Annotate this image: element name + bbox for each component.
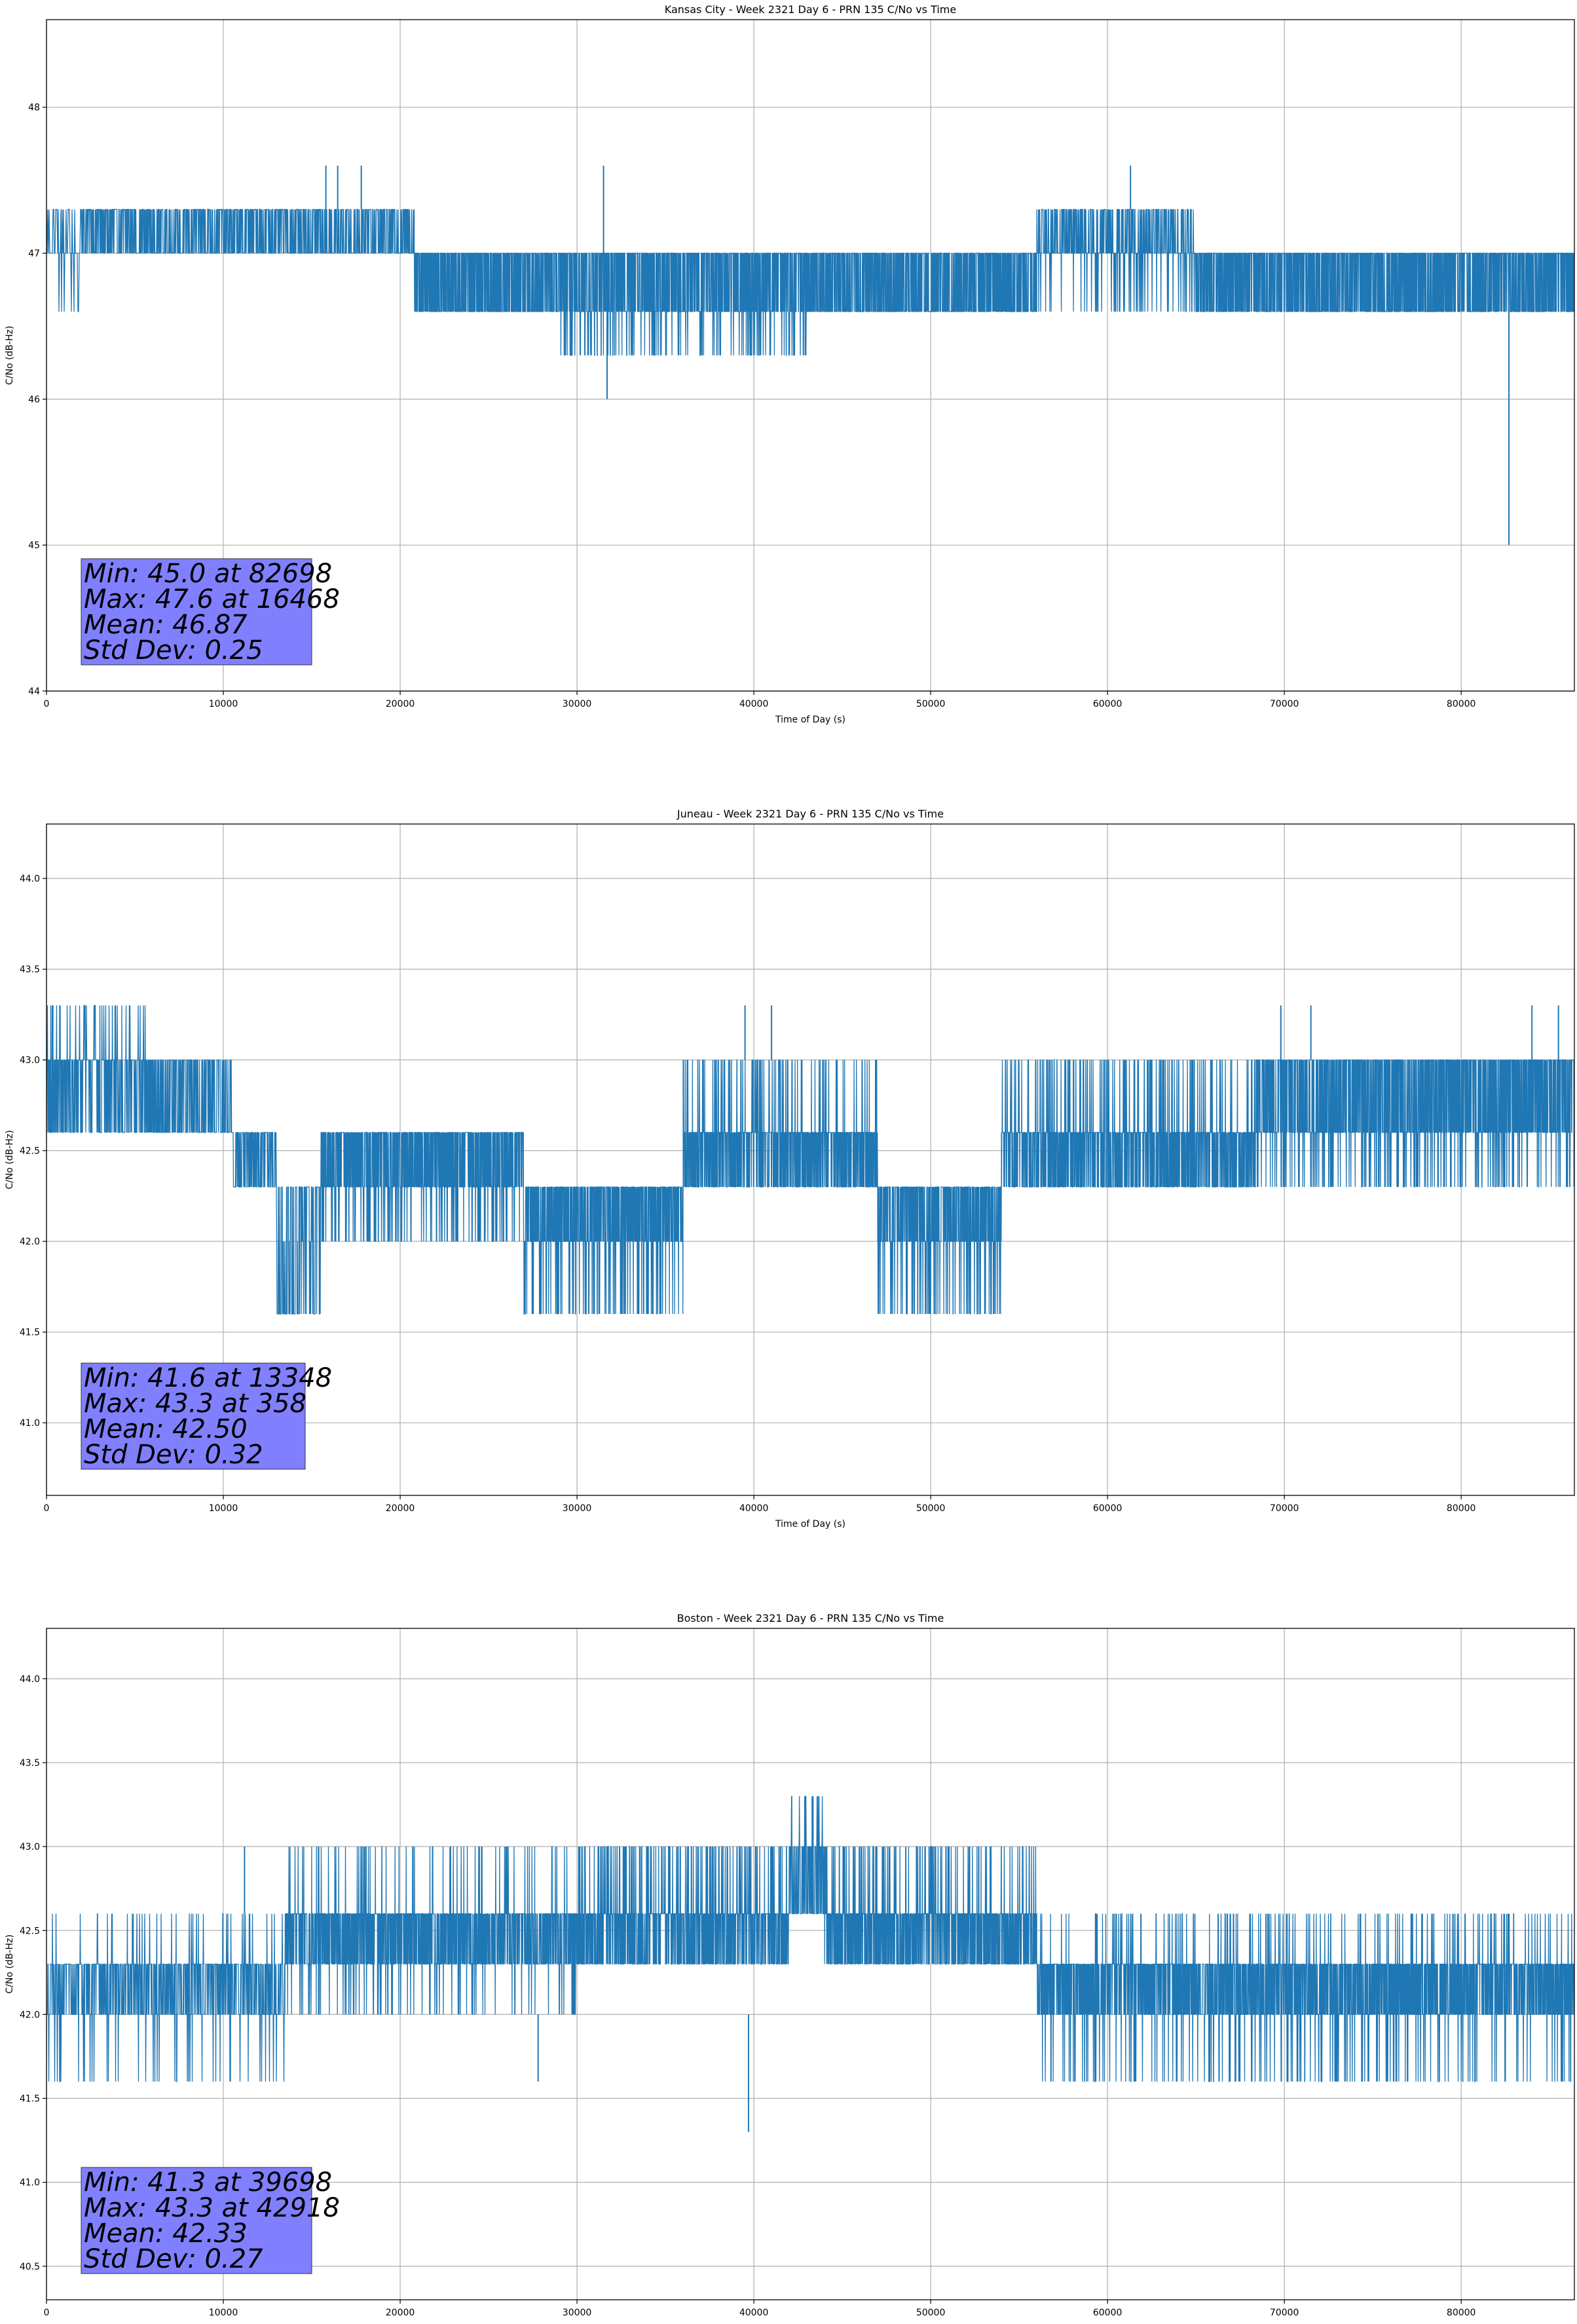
y-tick-label: 44.0 [20, 874, 40, 884]
x-tick-label: 0 [44, 2308, 50, 2318]
x-tick-label: 60000 [1093, 1503, 1122, 1514]
y-tick-label: 42.5 [20, 1926, 40, 1936]
x-tick-label: 0 [44, 1503, 50, 1514]
axes-frame [46, 1628, 1575, 2300]
y-tick-label: 43.0 [20, 1055, 40, 1066]
x-tick-label: 80000 [1447, 699, 1476, 709]
x-tick-label: 20000 [386, 1503, 415, 1514]
chart-panel-1: 0 10000 20000 30000 40000 50000 60000 70000 8000… [5, 3, 1575, 725]
chart-title: Juneau - Week 2321 Day 6 - PRN 135 C/No … [677, 808, 944, 820]
x-axis-label: Time of Day (s) [775, 715, 845, 725]
axes-frame [46, 823, 1575, 1496]
axes-frame [46, 19, 1575, 692]
y-axis-label: C/No (dB-Hz) [5, 326, 15, 384]
x-tick-label: 80000 [1447, 2308, 1476, 2318]
chart-panel-3: 0 10000 20000 30000 40000 50000 60000 70000 8000… [5, 1612, 1575, 2324]
stats-line: Min: 41.6 at 13348 [84, 1363, 332, 1393]
x-tick-label: 40000 [739, 699, 769, 709]
y-tick-label: 42.5 [20, 1146, 40, 1157]
chart-panel-2: 0 10000 20000 30000 40000 50000 60000 70000 8000… [5, 808, 1575, 1529]
y-tick-label: 41.5 [20, 1328, 40, 1338]
series-line [46, 1795, 1574, 2082]
chart-title: Kansas City - Week 2321 Day 6 - PRN 135 … [665, 3, 956, 16]
x-axis-label: Time of Day (s) [775, 1519, 845, 1529]
x-tick-label: 70000 [1270, 2308, 1299, 2318]
stats-line: Std Dev: 0.25 [84, 635, 263, 665]
y-tick-label: 45 [28, 540, 40, 551]
x-tick-label: 0 [44, 699, 50, 709]
y-tick-label: 41.0 [20, 2178, 40, 2188]
stats-box-background [81, 1362, 306, 1470]
x-tick-label: 70000 [1270, 1503, 1299, 1514]
x-tick-label: 30000 [563, 2308, 592, 2318]
x-tick-label: 10000 [209, 699, 238, 709]
stats-line: Max: 43.3 at 42918 [84, 2193, 340, 2223]
x-tick-label: 50000 [916, 2308, 946, 2318]
stats-line: Std Dev: 0.27 [84, 2244, 263, 2274]
x-tick-label: 60000 [1093, 2308, 1122, 2318]
stats-line: Mean: 42.33 [84, 2219, 248, 2249]
y-tick-label: 46 [28, 394, 40, 405]
y-tick-label: 43.5 [20, 1758, 40, 1769]
y-axis-label: C/No (dB-Hz) [5, 1934, 15, 1993]
x-tick-label: 10000 [209, 1503, 238, 1514]
x-tick-label: 40000 [739, 2308, 769, 2318]
y-tick-label: 41.0 [20, 1418, 40, 1429]
x-tick-label: 20000 [386, 699, 415, 709]
x-tick-label: 30000 [563, 699, 592, 709]
x-tick-label: 50000 [916, 699, 946, 709]
stats-line: Min: 41.3 at 39698 [84, 2167, 332, 2198]
y-tick-label: 44.0 [20, 1674, 40, 1685]
y-axis-label: C/No (dB-Hz) [5, 1130, 15, 1189]
x-tick-label: 30000 [563, 1503, 592, 1514]
x-tick-label: 50000 [916, 1503, 946, 1514]
x-tick-label: 70000 [1270, 699, 1299, 709]
y-tick-label: 40.5 [20, 2262, 40, 2272]
stats-line: Max: 47.6 at 16468 [84, 584, 340, 614]
x-tick-label: 80000 [1447, 1503, 1476, 1514]
y-tick-label: 41.5 [20, 2094, 40, 2105]
x-tick-label: 20000 [386, 2308, 415, 2318]
series-line [46, 209, 1574, 356]
stats-box-background [81, 2167, 312, 2274]
y-tick-label: 44 [28, 686, 40, 697]
stats-box-background [81, 558, 312, 665]
stats-line: Mean: 42.50 [84, 1414, 248, 1444]
stats-line: Max: 43.3 at 358 [84, 1389, 306, 1419]
y-tick-label: 42.0 [20, 1237, 40, 1247]
y-tick-label: 43.0 [20, 1842, 40, 1852]
y-tick-label: 43.5 [20, 965, 40, 975]
stats-line: Mean: 46.87 [84, 610, 248, 640]
stats-line: Std Dev: 0.32 [84, 1440, 263, 1470]
series-line [46, 1005, 1574, 1315]
y-tick-label: 42.0 [20, 2010, 40, 2020]
stats-line: Min: 45.0 at 82698 [84, 559, 332, 589]
chart-title: Boston - Week 2321 Day 6 - PRN 135 C/No … [677, 1612, 944, 1624]
y-tick-label: 47 [28, 249, 40, 259]
x-tick-label: 10000 [209, 2308, 238, 2318]
y-tick-label: 48 [28, 103, 40, 113]
x-tick-label: 40000 [739, 1503, 769, 1514]
x-tick-label: 60000 [1093, 699, 1122, 709]
